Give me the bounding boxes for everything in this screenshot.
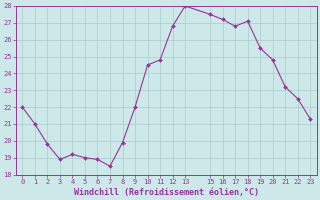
X-axis label: Windchill (Refroidissement éolien,°C): Windchill (Refroidissement éolien,°C) [74,188,259,197]
